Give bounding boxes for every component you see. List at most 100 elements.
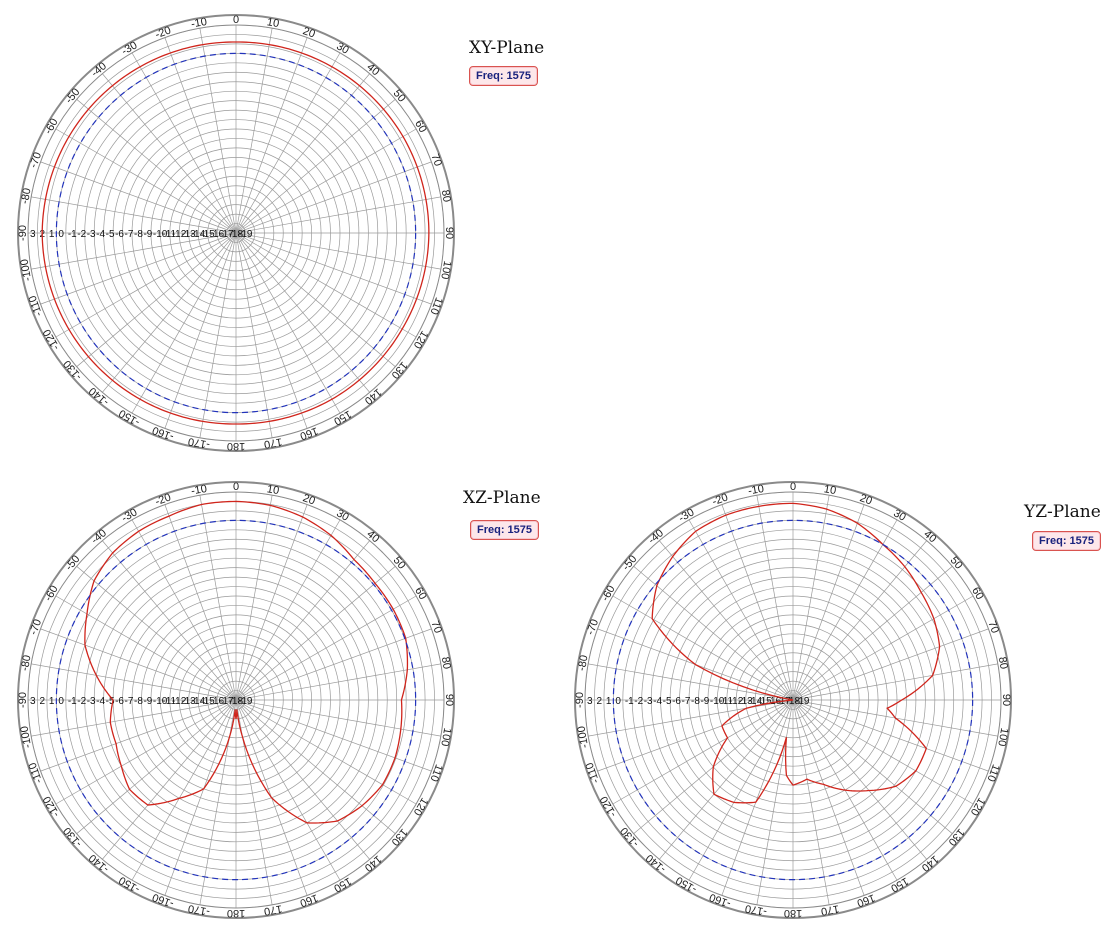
yz-radial-label: -12: [729, 696, 744, 707]
xy-radial-label: -15: [200, 229, 215, 240]
yz-angle-tick: 30: [891, 507, 908, 524]
yz-grid-spoke: [792, 495, 830, 701]
xz-radial-label: -12: [172, 696, 187, 707]
yz-grid-spoke: [792, 699, 830, 905]
xz-angle-tick: 110: [428, 763, 445, 784]
xz-grid-spoke: [76, 699, 237, 834]
xz-grid-spoke: [235, 699, 370, 860]
xy-radial-label: -14: [191, 229, 206, 240]
yz-angle-ticks: 0 102030405060708090100110120130140150160…: [574, 481, 1012, 919]
xz-radial-label: -14: [191, 696, 206, 707]
xz-plane-title: XZ-Plane: [463, 488, 541, 508]
yz-radial-label: -7: [682, 696, 691, 707]
yz-angle-tick: 10: [823, 483, 837, 497]
xy-grid-spoke: [55, 128, 237, 234]
yz-polar-chart: 0 102030405060708090100110120130140150160…: [574, 481, 1012, 919]
xy-angle-tick: 60: [412, 118, 429, 135]
xz-radial-label: -3: [87, 696, 96, 707]
xy-radial-label: -18: [229, 229, 244, 240]
xy-grid-spoke: [31, 196, 237, 234]
xy-grid-spoke: [235, 232, 432, 305]
xy-radial-label: -6: [115, 229, 124, 240]
xz-angle-tick: 160: [298, 891, 319, 909]
xy-radial-label: -8: [134, 229, 143, 240]
yz-angle-tick: 0: [790, 481, 796, 493]
yz-radial-label: -18: [786, 696, 801, 707]
xy-radial-label: -5: [106, 229, 115, 240]
xy-grid-spoke: [164, 232, 237, 429]
xz-outer-ring: [17, 481, 455, 919]
yz-reference-circle: [612, 519, 974, 881]
xy-radial-label: -17: [219, 229, 234, 240]
xy-radial-label: -9: [143, 229, 152, 240]
xz-grid-spoke: [31, 699, 237, 737]
xy-angle-tick: 100: [438, 260, 453, 280]
yz-radial-label: 0: [615, 696, 621, 707]
yz-radial-label: 2: [596, 696, 602, 707]
yz-radial-label: -13: [738, 696, 753, 707]
xy-angle-tick: -70: [27, 151, 44, 170]
xy-grid-spoke: [235, 161, 432, 234]
yz-angle-tick: -70: [584, 618, 601, 637]
xz-grid-spoke: [131, 699, 237, 881]
xz-radial-label: 2: [39, 696, 45, 707]
xz-grid-spoke: [55, 699, 237, 805]
xz-angle-tick: 30: [334, 507, 351, 524]
yz-radial-label: -2: [634, 696, 643, 707]
xz-radial-label: -16: [210, 696, 225, 707]
yz-outer-band: [575, 482, 1011, 918]
xy-grid-spoke: [235, 196, 441, 234]
xz-angle-tick: -110: [27, 761, 46, 785]
xy-angle-tick: 90: [443, 227, 455, 239]
xz-grid-spoke: [235, 504, 308, 701]
xy-outer-ring: [17, 14, 455, 452]
xy-radial-label: -11: [162, 229, 176, 240]
yz-angle-tick: 180: [784, 907, 802, 919]
xy-radial-label: -7: [125, 229, 134, 240]
yz-angle-tick: 90: [1000, 694, 1012, 706]
yz-angle-tick: 70: [985, 619, 1000, 635]
xz-grid-spoke: [235, 699, 441, 737]
xz-grid-spoke: [235, 699, 432, 772]
xy-grid-spoke: [102, 73, 237, 234]
xz-angle-tick: -80: [19, 654, 34, 672]
yz-inner-ring: [584, 491, 1002, 909]
xz-radial-label: -13: [181, 696, 196, 707]
xy-grid-spoke: [40, 161, 237, 234]
xz-angle-tick: 0: [233, 481, 239, 493]
xz-grid-spoke: [235, 519, 341, 701]
yz-radial-label: -15: [757, 696, 772, 707]
xy-radial-label: -10: [153, 229, 168, 240]
yz-radial-label: 1: [606, 696, 612, 707]
xy-grid-spoke: [40, 232, 237, 305]
xz-angle-tick: -100: [18, 725, 34, 749]
xz-reference-circle: [55, 519, 417, 881]
xy-grid-spoke: [235, 128, 417, 234]
yz-pattern-series-0: [651, 502, 941, 804]
yz-grid-spoke: [688, 519, 794, 701]
xy-grid-spoke: [55, 232, 237, 338]
xy-radial-label: -4: [96, 229, 105, 240]
xz-radial-label: -19: [238, 696, 253, 707]
xz-polar-chart: 0 102030405060708090100110120130140150160…: [17, 481, 455, 919]
xz-grid-spoke: [55, 595, 237, 701]
yz-radial-label: -19: [795, 696, 810, 707]
yz-angle-tick: -170: [744, 902, 768, 918]
xy-grid-spoke: [235, 232, 441, 270]
xy-angle-tick: -20: [154, 24, 173, 41]
xz-grid-spoke: [164, 504, 237, 701]
xz-grid-spoke: [235, 495, 273, 701]
xy-grid-spoke: [235, 232, 370, 393]
xy-radial-label: -16: [210, 229, 225, 240]
yz-grid-spoke: [792, 699, 974, 805]
xy-angle-tick: -100: [18, 258, 34, 282]
xz-radial-label: -9: [143, 696, 152, 707]
xz-radial-label: 3: [30, 696, 36, 707]
yz-grid-spoke: [792, 699, 953, 834]
xy-grid-spoke: [235, 232, 341, 414]
yz-outer-ring: [574, 481, 1012, 919]
xz-angle-tick: 10: [266, 483, 280, 497]
xy-angle-tick: -90: [17, 225, 29, 241]
xz-angle-tick: 90: [443, 694, 455, 706]
xz-grid-spoke: [235, 699, 417, 805]
